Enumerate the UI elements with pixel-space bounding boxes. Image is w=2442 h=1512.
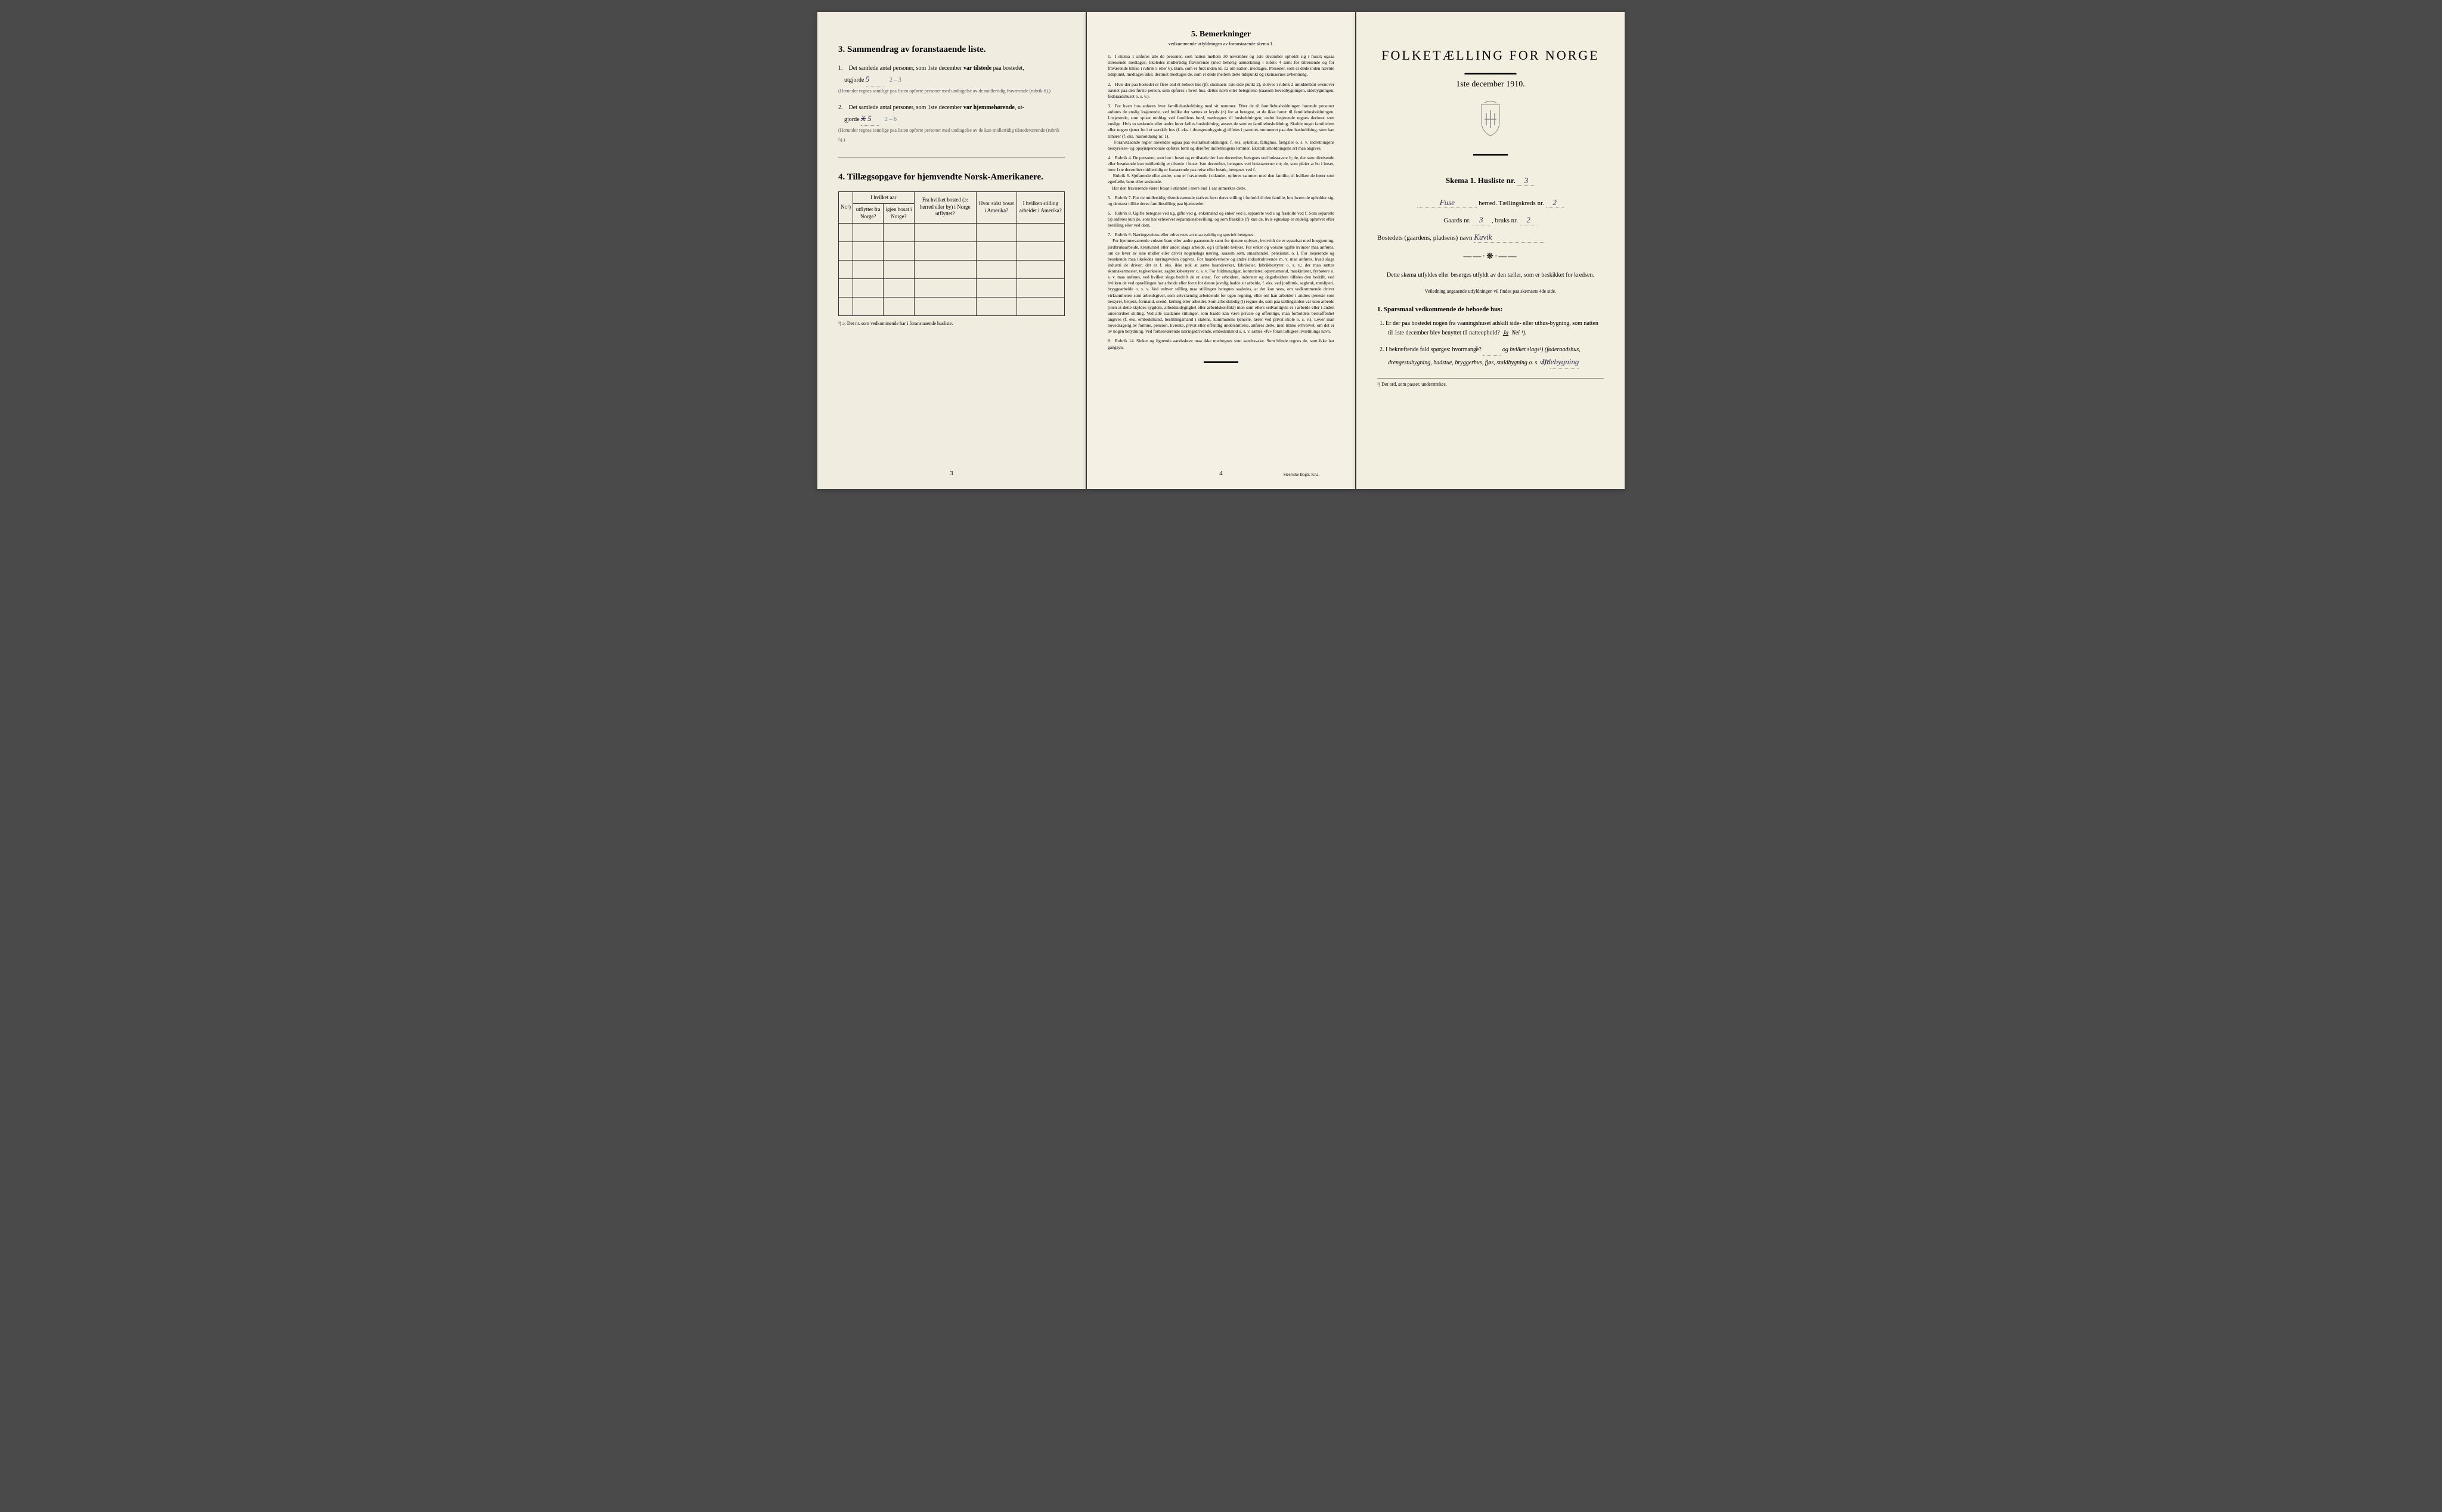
summary-item-2: 2. Det samlede antal personer, som 1ste …: [838, 103, 1065, 145]
amerikanere-table: Nr.¹) I hvilket aar Fra hvilket bosted (…: [838, 191, 1065, 316]
table-row: [839, 278, 1065, 297]
kreds-nr: 2: [1546, 198, 1564, 208]
page-number: 3: [950, 470, 953, 477]
census-document: 3. Sammendrag av foranstaaende liste. 1.…: [805, 0, 1637, 501]
footnote: ¹) Det ord, som passer, understrekes.: [1377, 378, 1604, 387]
herred-line: Fuse herred. Tællingskreds nr. 2: [1377, 198, 1604, 208]
slags-value: Ildebygning: [1550, 356, 1579, 369]
section5-heading: 5. Bemerkninger: [1108, 30, 1334, 39]
coat-of-arms-icon: [1377, 101, 1604, 140]
instructions: Dette skema utfyldes eller besørges utfy…: [1377, 271, 1604, 280]
gaards-nr: 3: [1472, 215, 1490, 225]
bosted-name: Kuvik: [1474, 233, 1545, 243]
table-row: [839, 297, 1065, 315]
hjemmehorende-count: X 5: [861, 113, 879, 126]
remark-2: 2.Hvis der paa bostedet er flere end ét …: [1108, 82, 1334, 100]
page-3: 3. Sammendrag av foranstaaende liste. 1.…: [817, 12, 1086, 489]
remark-5: 5.Rubrik 7. For de midlertidig tilstedev…: [1108, 195, 1334, 207]
gaards-line: Gaards nr. 3 , bruks nr. 2: [1377, 215, 1604, 225]
census-date: 1ste december 1910.: [1377, 80, 1604, 89]
remark-4: 4.Rubrik 4. De personer, som bor i huset…: [1108, 155, 1334, 191]
section3-heading: 3. Sammendrag av foranstaaende liste.: [838, 45, 1065, 55]
census-title: FOLKETÆLLING FOR NORGE: [1377, 48, 1604, 63]
bosted-line: Bostedets (gaardens, pladsens) navn Kuvi…: [1377, 233, 1604, 243]
remark-7: 7.Rubrik 9. Næringsveiens eller erhverve…: [1108, 232, 1334, 334]
page-4: 5. Bemerkninger vedkommende utfyldningen…: [1087, 12, 1355, 489]
remark-6: 6.Rubrik 8. Ugifte betegnes ved ug, gift…: [1108, 210, 1334, 228]
ornament-icon: ——·❋·——: [1377, 252, 1604, 262]
page-1-cover: FOLKETÆLLING FOR NORGE ━━━━━━━━━ 1ste de…: [1356, 12, 1625, 489]
summary-item-1: 1. Det samlede antal personer, som 1ste …: [838, 64, 1065, 96]
hvormange-value: 1: [1483, 343, 1501, 356]
printer-mark: Steen'ske Bogtr. Kr.a.: [1283, 472, 1319, 477]
table-row: [839, 223, 1065, 241]
herred-name: Fuse: [1417, 198, 1477, 208]
question-2: 2. I bekræftende fald spørges: hvormange…: [1388, 343, 1604, 369]
husliste-nr: 3: [1517, 176, 1535, 186]
remark-3: 3.For hvert hus anføres hver familiehush…: [1108, 103, 1334, 151]
pencil-note-1: 2 – 3: [890, 77, 901, 83]
table-row: [839, 241, 1065, 260]
section4-heading: 4. Tillægsopgave for hjemvendte Norsk-Am…: [838, 172, 1065, 182]
table-row: [839, 260, 1065, 278]
remark-1: 1.I skema 1 anføres alle de personer, so…: [1108, 54, 1334, 78]
page-number: 4: [1219, 470, 1223, 477]
tilstede-count: 5: [866, 73, 884, 86]
remark-8: 8.Rubrik 14. Sinker og lignende aandsslø…: [1108, 338, 1334, 350]
question-heading: 1. Spørsmaal vedkommende de beboede hus:: [1377, 306, 1604, 313]
answer-ja: Ja: [1503, 330, 1508, 336]
bruks-nr: 2: [1520, 215, 1538, 225]
question-1: 1. Er der paa bostedet nogen fra vaaning…: [1388, 319, 1604, 338]
skema-line: Skema 1. Husliste nr. 3: [1377, 176, 1604, 186]
pencil-note-2: 2 – 6: [885, 116, 897, 123]
table-footnote: ¹) ɔ: Det nr. som vedkommende har i fora…: [838, 321, 1065, 326]
